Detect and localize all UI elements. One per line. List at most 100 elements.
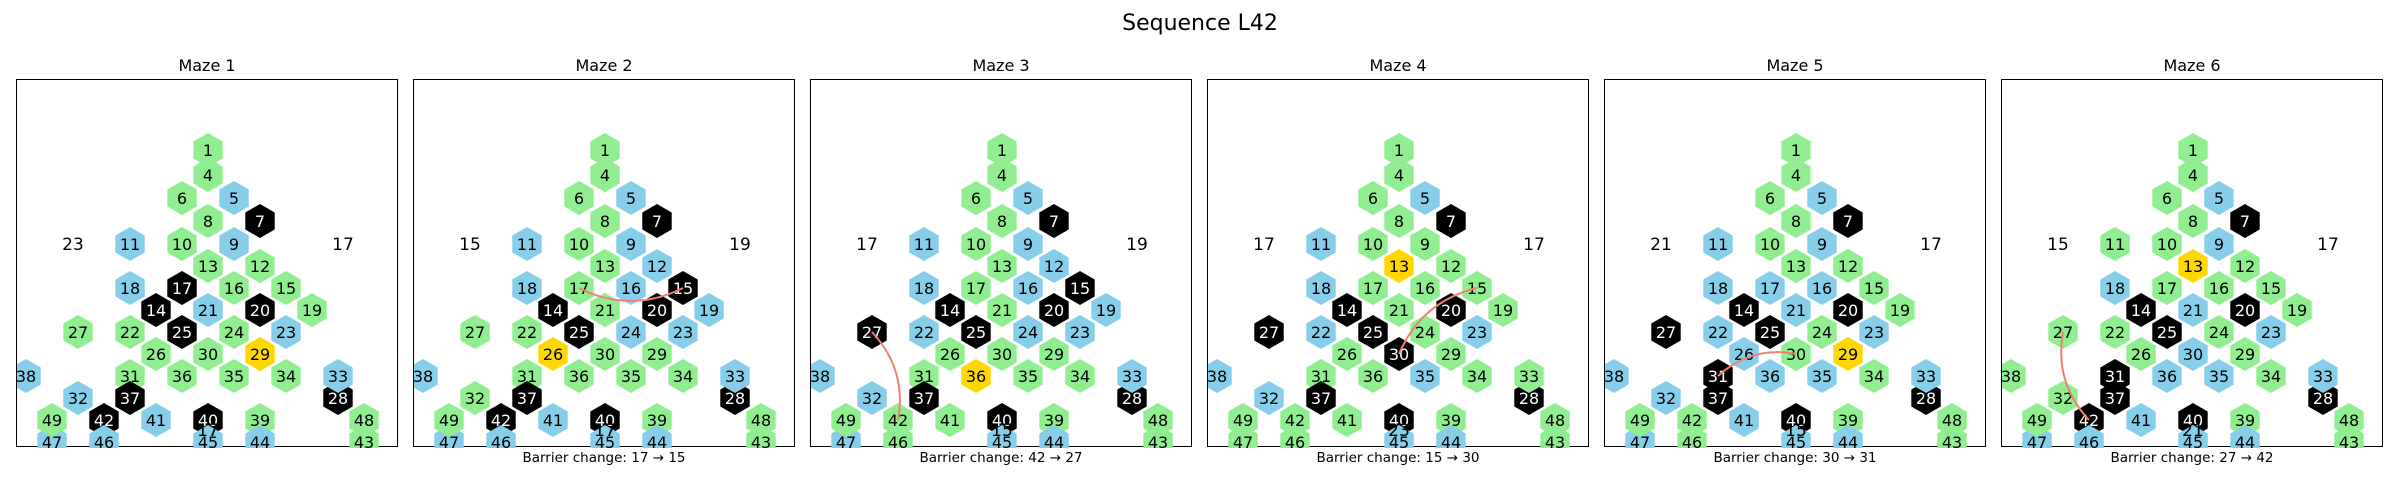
hex-shape: [1703, 315, 1733, 349]
hex-label: 29: [647, 345, 667, 364]
hex-label: 10: [2157, 235, 2177, 254]
hex-label: 47: [42, 433, 62, 448]
hex-cell: 31: [909, 359, 939, 393]
hex-shape: [141, 337, 171, 371]
hex-label: 11: [1311, 235, 1331, 254]
hex-label: 42: [888, 411, 908, 430]
hex-shape: [219, 271, 249, 305]
hex-label: 19: [302, 301, 322, 320]
hex-cell: 49: [37, 403, 67, 437]
hex-label: 20: [1441, 301, 1461, 320]
hex-label: 44: [1838, 433, 1858, 448]
hex-cell: 27: [63, 315, 93, 349]
hex-label: 41: [1337, 411, 1357, 430]
hex-shape: [2100, 381, 2130, 415]
hex-shape: [193, 249, 223, 283]
hex-cell: 39: [642, 403, 672, 437]
hex-shape: [512, 359, 542, 393]
hex-label: 24: [224, 323, 244, 342]
hex-label: 4: [2188, 166, 2198, 185]
hex-label: 49: [439, 411, 459, 430]
hex-label: 44: [2235, 433, 2255, 448]
hex-label: 12: [647, 257, 667, 276]
hex-label: 16: [2209, 279, 2229, 298]
hex-label: 39: [1044, 411, 1064, 430]
bottom-count: 17: [594, 421, 616, 441]
hex-shape: [1410, 271, 1440, 305]
hex-cell: 7: [2230, 204, 2260, 238]
hex-cell: 5: [1013, 181, 1043, 215]
hex-cell: 7: [1436, 204, 1466, 238]
hex-label: 47: [1233, 433, 1253, 448]
hex-label: 49: [836, 411, 856, 430]
hex-shape: [1677, 403, 1707, 437]
hex-cell: 45: [1781, 425, 1811, 448]
hex-shape: [434, 403, 464, 437]
hex-label: 8: [1791, 212, 1801, 231]
hex-label: 16: [1415, 279, 1435, 298]
hex-cell: 20: [642, 293, 672, 327]
hex-label: 41: [940, 411, 960, 430]
hex-label: 48: [751, 411, 771, 430]
hex-label: 33: [328, 367, 348, 386]
maze-grid: 1234567891011121314151617181920212223242…: [811, 133, 1173, 448]
hex-cell: 33: [1911, 359, 1941, 393]
hex-shape: [961, 181, 991, 215]
hex-label: 20: [647, 301, 667, 320]
hex-shape: [1384, 133, 1414, 167]
hex-cell: 11: [909, 227, 939, 261]
hex-cell: 45: [590, 425, 620, 448]
hex-cell: 37: [2100, 381, 2130, 415]
hex-label: 41: [543, 411, 563, 430]
hex-cell: 18: [512, 271, 542, 305]
hex-shape: [642, 337, 672, 371]
hex-label: 23: [1070, 323, 1090, 342]
hex-label: 18: [914, 279, 934, 298]
hex-shape: [935, 403, 965, 437]
hex-shape: [564, 315, 594, 349]
hex-label: 7: [2240, 212, 2250, 231]
hex-cell: 36: [564, 359, 594, 393]
hex-shape: [909, 315, 939, 349]
hex-shape: [2074, 425, 2104, 448]
hex-shape: [1332, 293, 1362, 327]
hex-shape: [2256, 271, 2286, 305]
hex-cell: 1: [987, 133, 1017, 167]
hex-shape: [1436, 403, 1466, 437]
hex-label: 27: [465, 323, 485, 342]
hex-shape: [1937, 403, 1967, 437]
hex-cell: 35: [1807, 359, 1837, 393]
hex-label: 35: [1415, 367, 1435, 386]
hex-label: 31: [120, 367, 140, 386]
hex-label: 17: [966, 279, 986, 298]
hex-cell: 4: [1781, 158, 1811, 192]
hex-label: 33: [1916, 367, 1936, 386]
hex-cell: 4: [590, 158, 620, 192]
hex-label: 46: [2079, 433, 2099, 448]
hex-cell: 26: [141, 337, 171, 371]
hex-cell: 29: [2230, 337, 2260, 371]
hex-shape: [2204, 315, 2234, 349]
maze-panel: 1234567891011121314151617181920212223242…: [16, 79, 398, 448]
hex-label: 25: [172, 323, 192, 342]
hex-label: 42: [94, 411, 114, 430]
hex-shape: [961, 315, 991, 349]
hex-label: 48: [354, 411, 374, 430]
hex-cell: 37: [512, 381, 542, 415]
hex-shape: [1013, 359, 1043, 393]
hex-label: 12: [1441, 257, 1461, 276]
hex-label: 46: [888, 433, 908, 448]
hex-label: 1: [1394, 141, 1404, 160]
hex-shape: [987, 425, 1017, 448]
hex-shape: [1514, 381, 1544, 415]
hex-shape: [1358, 359, 1388, 393]
hex-cell: 18: [1703, 271, 1733, 305]
hex-label: 45: [1786, 433, 1806, 448]
hex-shape: [2334, 403, 2364, 437]
hex-cell: 33: [2308, 359, 2338, 393]
hex-label: 39: [647, 411, 667, 430]
hex-cell: 11: [115, 227, 145, 261]
hex-cell: 17: [167, 271, 197, 305]
hex-cell: 39: [1833, 403, 1863, 437]
hex-label: 10: [172, 235, 192, 254]
